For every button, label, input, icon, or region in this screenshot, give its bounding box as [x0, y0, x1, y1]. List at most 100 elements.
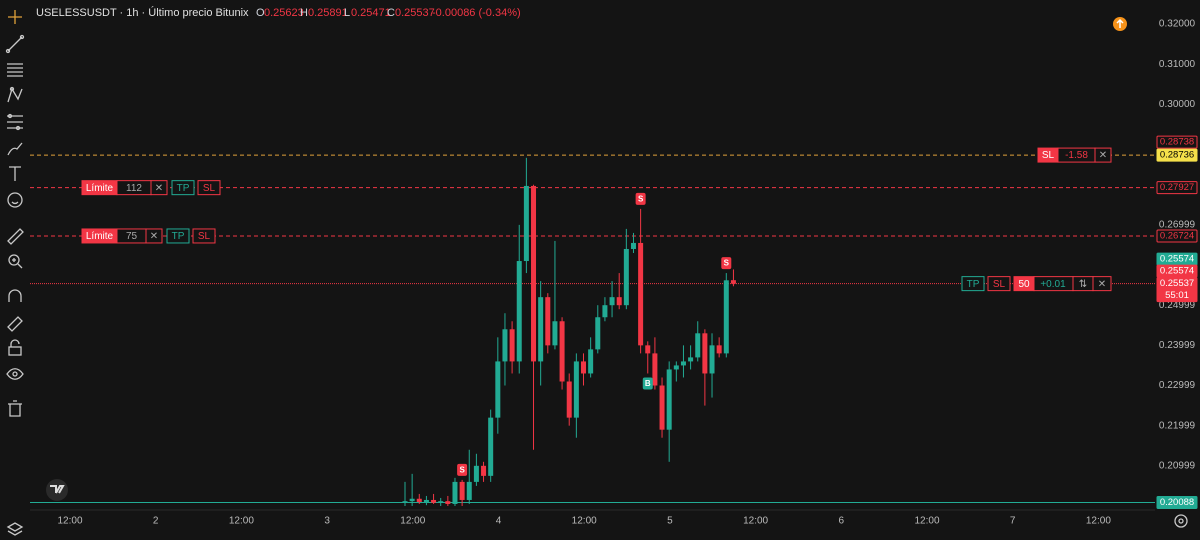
candle-body [545, 297, 551, 346]
price-tag: 0.28736 [1156, 148, 1198, 162]
x-tick-label: 12:00 [57, 516, 82, 527]
o-label: O [256, 7, 265, 19]
order-segment-label: -1.58 [1065, 150, 1088, 161]
visibility-tool[interactable] [6, 368, 24, 380]
price-tag-label: 0.28738 [1160, 137, 1194, 148]
pattern-tool[interactable] [7, 86, 23, 103]
order-segment-label: TP [967, 279, 980, 290]
candle-body [438, 501, 444, 503]
lock-drawing-tool[interactable] [7, 316, 23, 332]
x-tick-label: 12:00 [229, 516, 254, 527]
candle-body [709, 345, 715, 374]
trendline-tool[interactable] [5, 34, 25, 54]
candle-body [666, 369, 672, 430]
order-segment-label: 75 [126, 231, 138, 242]
candle-body [495, 361, 501, 418]
candle-body [723, 280, 729, 354]
marker-box [721, 257, 732, 270]
marker-label: S [724, 259, 730, 268]
c-label: C [387, 7, 395, 19]
x-tick-label: 5 [667, 516, 673, 527]
price-tag-box [1156, 181, 1198, 195]
x-tick-label: 12:00 [572, 516, 597, 527]
position[interactable]: TP SL 50 +0.01 ⇅ ✕ [961, 276, 1112, 292]
stop-order[interactable]: SL -1.58 ✕ [1037, 147, 1112, 163]
candle-body [402, 501, 408, 503]
price-tag: 0.20088 [1156, 495, 1198, 509]
candle-body [445, 501, 451, 504]
lock-tool[interactable] [8, 339, 22, 356]
y-tick-label: 0.23999 [1159, 340, 1196, 351]
delete-tool[interactable] [8, 400, 22, 417]
price-tag-box [1156, 135, 1198, 149]
ruler-tool[interactable] [7, 228, 24, 245]
limit-order[interactable]: Límite 75 ✕ TP SL [81, 228, 216, 244]
candle-body [609, 297, 615, 306]
countdown: 55:01 [1165, 290, 1189, 301]
candle-body [516, 261, 522, 362]
order-segment-box [192, 228, 216, 244]
h-value: 0.25891 [308, 7, 348, 19]
marker-box [457, 463, 468, 476]
x-tick-label: 12:00 [743, 516, 768, 527]
x-tick-label: 12:00 [400, 516, 425, 527]
order-segment-label: ⇅ [1079, 279, 1087, 290]
price-tag-label: 0.26724 [1160, 230, 1194, 241]
l-label: L [344, 7, 350, 19]
limit-order[interactable]: Límite 112 ✕ TP SL [81, 180, 221, 196]
order-segment-label: ✕ [1098, 279, 1106, 290]
order-segment-box [1092, 276, 1112, 292]
logo[interactable] [46, 479, 68, 501]
x-tick-label: 12:00 [1086, 516, 1111, 527]
order-segment-box [166, 228, 190, 244]
marker-box [635, 192, 646, 205]
layers-tool[interactable] [6, 522, 24, 536]
brush-tool[interactable] [7, 142, 23, 156]
price-tag: 0.27927 [1156, 181, 1198, 195]
trade-marker: S [721, 257, 732, 270]
text-tool[interactable] [9, 166, 21, 181]
y-tick-label: 0.31000 [1159, 59, 1196, 70]
x-tick-label: 6 [839, 516, 845, 527]
x-tick-label: 2 [153, 516, 159, 527]
emoji-tool[interactable] [7, 192, 23, 208]
price-tag-box [1156, 148, 1198, 162]
candle-body [652, 353, 658, 386]
order-segment-box [987, 276, 1011, 292]
alert-icon[interactable] [1113, 17, 1127, 31]
c-value: 0.25537 [395, 7, 435, 19]
y-tick-label: 0.32000 [1159, 19, 1196, 30]
x-tick-label: 12:00 [914, 516, 939, 527]
price-tag-box [1156, 229, 1198, 243]
order-segment-label: TP [172, 231, 185, 242]
candle-body [531, 185, 537, 362]
zoom-tool[interactable] [8, 254, 23, 269]
order-segment-label: SL [993, 279, 1006, 290]
prediction-tool[interactable] [7, 113, 23, 131]
settings-icon[interactable] [1174, 514, 1188, 528]
order-segment-box [1094, 147, 1112, 163]
crosshair-tool[interactable] [8, 10, 22, 24]
candle-body [616, 297, 622, 306]
candle-body [638, 242, 644, 346]
trade-marker: S [635, 192, 646, 205]
fib-tool[interactable] [7, 63, 23, 77]
candle-body [716, 345, 722, 354]
order-segment-label: Límite [86, 183, 114, 194]
marker-label: B [645, 379, 651, 388]
magnet-tool[interactable] [8, 289, 22, 302]
trade-marker: B [642, 377, 653, 390]
order-segment-label: ✕ [155, 183, 163, 194]
candle-body [680, 361, 686, 366]
h-label: H [300, 7, 308, 19]
candle-body [409, 498, 415, 502]
candle-body [509, 329, 515, 362]
order-segment-box [145, 228, 163, 244]
x-tick-label: 4 [496, 516, 502, 527]
candle-body [595, 317, 601, 350]
ohlc-legend: O 0.25623 H 0.25891 L 0.25471 C 0.25537 … [256, 7, 521, 19]
order-segment-box [150, 180, 168, 196]
marker-label: S [459, 465, 465, 474]
